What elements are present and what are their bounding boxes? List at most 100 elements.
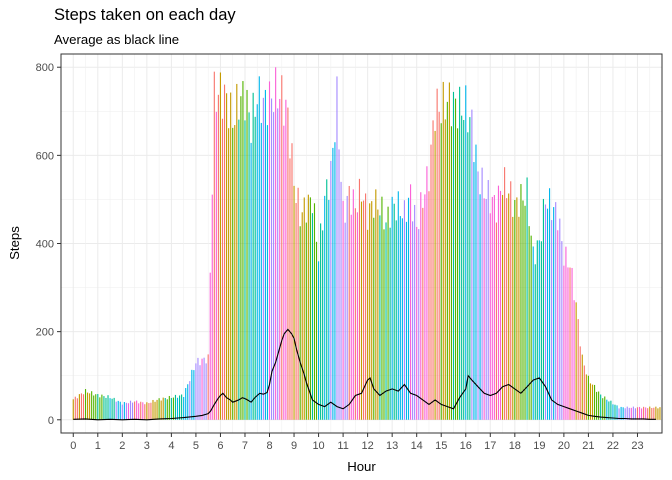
step-bar	[407, 197, 410, 420]
step-bar	[82, 394, 85, 420]
step-bar	[598, 391, 600, 420]
step-bar	[546, 208, 549, 420]
step-bar	[138, 403, 140, 420]
step-bar	[215, 111, 217, 420]
x-tick-label: 9	[291, 440, 297, 452]
step-bar	[395, 220, 397, 420]
step-bar	[436, 88, 438, 420]
step-bar	[393, 203, 395, 420]
step-bar	[95, 394, 97, 420]
step-bar	[553, 207, 555, 420]
step-bar	[454, 98, 457, 420]
step-bar	[187, 384, 189, 420]
step-bar	[493, 195, 495, 420]
step-bar	[334, 142, 336, 420]
step-bar	[561, 241, 563, 420]
step-bar	[571, 267, 573, 420]
step-bar	[643, 406, 645, 420]
step-bar	[428, 191, 430, 420]
step-bar	[591, 384, 594, 420]
step-bar	[452, 91, 455, 420]
step-bar	[193, 370, 195, 420]
step-bar	[129, 400, 132, 420]
y-tick-label: 200	[36, 327, 54, 339]
step-bar	[285, 99, 287, 420]
step-bar	[583, 365, 585, 420]
step-bar	[489, 213, 491, 420]
step-bar	[522, 200, 524, 420]
step-bar	[569, 267, 571, 420]
step-bar	[512, 216, 514, 420]
step-bar	[444, 119, 446, 420]
step-bar	[166, 399, 168, 420]
step-bar	[362, 200, 365, 420]
step-bar	[320, 223, 322, 420]
step-bar	[315, 241, 318, 420]
step-bar	[403, 200, 405, 420]
step-bar	[514, 199, 516, 420]
average-line-series	[73, 328, 656, 421]
step-bar	[158, 398, 160, 420]
step-bar	[93, 395, 95, 420]
step-bar	[448, 82, 450, 420]
x-tick-label: 4	[168, 440, 174, 452]
step-bar	[291, 143, 293, 420]
step-bar	[152, 399, 154, 420]
step-bar	[273, 112, 275, 420]
step-bar	[172, 397, 174, 420]
x-tick-label: 1	[95, 440, 101, 452]
step-bar	[309, 197, 311, 420]
step-bar	[602, 398, 604, 420]
step-bar	[183, 397, 185, 420]
step-bar	[113, 397, 115, 420]
step-bar	[305, 222, 307, 420]
step-bar	[365, 193, 367, 420]
step-bar	[324, 195, 326, 420]
step-bar	[170, 397, 172, 420]
step-bar	[176, 397, 179, 420]
step-bar	[405, 221, 408, 420]
step-bar	[540, 241, 542, 420]
step-bar	[579, 346, 581, 420]
step-bar	[99, 397, 101, 420]
step-bar	[573, 300, 575, 420]
step-bar	[501, 194, 504, 420]
step-bar	[162, 397, 164, 420]
x-tick-label: 3	[144, 440, 150, 452]
step-bar	[293, 185, 295, 420]
x-tick-label: 17	[484, 440, 496, 452]
step-bar	[389, 227, 391, 420]
step-bar	[659, 407, 661, 420]
step-bar	[277, 108, 279, 420]
step-bar	[350, 214, 352, 420]
step-bar	[549, 188, 551, 420]
x-tick-label: 0	[70, 440, 76, 452]
step-bar	[125, 402, 127, 420]
step-bar	[136, 400, 138, 420]
step-bar	[381, 196, 383, 420]
step-bar	[174, 394, 177, 420]
step-bar	[412, 221, 414, 420]
step-bar	[246, 89, 248, 420]
step-bar	[596, 391, 598, 420]
step-bar	[497, 185, 500, 420]
step-bar	[399, 216, 401, 420]
y-tick-label: 400	[36, 239, 54, 251]
step-bar	[74, 396, 76, 420]
step-bar	[344, 222, 346, 420]
step-bar	[89, 393, 91, 420]
step-bar	[179, 395, 181, 420]
step-bar	[91, 391, 93, 420]
step-bar	[146, 402, 148, 420]
step-bar	[199, 365, 201, 420]
step-bar	[534, 264, 536, 420]
step-bar	[508, 193, 510, 420]
step-bar	[487, 180, 489, 420]
step-bar	[181, 394, 183, 420]
step-bar	[506, 198, 508, 420]
step-bar	[457, 128, 459, 420]
step-bar	[336, 76, 338, 420]
step-bar	[606, 399, 608, 420]
step-bar	[340, 181, 342, 420]
x-tick-label: 20	[558, 440, 570, 452]
